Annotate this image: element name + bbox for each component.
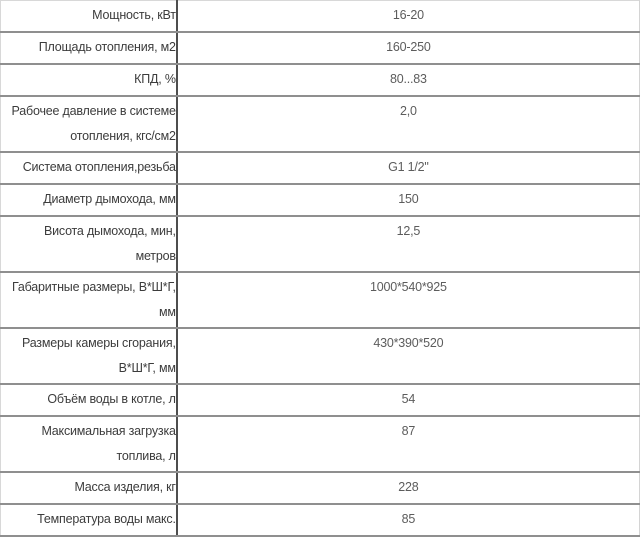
spec-value-water-volume: 54 [176,384,640,417]
table-row: Размеры камеры сгорания, В*Ш*Г, мм 430*3… [0,328,640,385]
table-row: Рабочее давление в системе отопления, кг… [0,96,640,153]
spec-value-efficiency: 80...83 [176,64,640,97]
spec-label-max-water-temperature: Температура воды макс. [0,504,178,537]
table-row: Мощность, кВт 16-20 [0,0,640,33]
spec-label-heating-area: Площадь отопления, м2 [0,32,178,65]
table-row: Объём воды в котле, л 54 [0,384,640,417]
table-row: Диаметр дымохода, мм 150 [0,184,640,217]
spec-value-chimney-height: 12,5 [176,216,640,273]
spec-label-max-fuel-load: Максимальная загрузка топлива, л [0,416,178,473]
spec-label-overall-dimensions: Габаритные размеры, В*Ш*Г, мм [0,272,178,329]
spec-value-overall-dimensions: 1000*540*925 [176,272,640,329]
table-row: Габаритные размеры, В*Ш*Г, мм 1000*540*9… [0,272,640,329]
spec-value-heating-area: 160-250 [176,32,640,65]
spec-label-working-pressure: Рабочее давление в системе отопления, кг… [0,96,178,153]
spec-label-chimney-diameter: Диаметр дымохода, мм [0,184,178,217]
spec-value-max-water-temperature: 85 [176,504,640,537]
spec-label-efficiency: КПД, % [0,64,178,97]
table-row: Температура воды макс. 85 [0,504,640,537]
table-row: КПД, % 80...83 [0,64,640,97]
spec-value-combustion-chamber: 430*390*520 [176,328,640,385]
table-row: Система отопления,резьба G1 1/2" [0,152,640,185]
spec-value-chimney-diameter: 150 [176,184,640,217]
table-row: Висота дымохода, мин, метров 12,5 [0,216,640,273]
spec-label-power: Мощность, кВт [0,0,178,33]
spec-value-product-weight: 228 [176,472,640,505]
table-row: Максимальная загрузка топлива, л 87 [0,416,640,473]
spec-label-chimney-height: Висота дымохода, мин, метров [0,216,178,273]
spec-value-max-fuel-load: 87 [176,416,640,473]
table-row: Площадь отопления, м2 160-250 [0,32,640,65]
spec-value-working-pressure: 2,0 [176,96,640,153]
spec-label-combustion-chamber: Размеры камеры сгорания, В*Ш*Г, мм [0,328,178,385]
spec-value-heating-thread: G1 1/2" [176,152,640,185]
spec-label-water-volume: Объём воды в котле, л [0,384,178,417]
spec-label-product-weight: Масса изделия, кг [0,472,178,505]
spec-label-heating-thread: Система отопления,резьба [0,152,178,185]
table-row: Масса изделия, кг 228 [0,472,640,505]
spec-value-power: 16-20 [176,0,640,33]
